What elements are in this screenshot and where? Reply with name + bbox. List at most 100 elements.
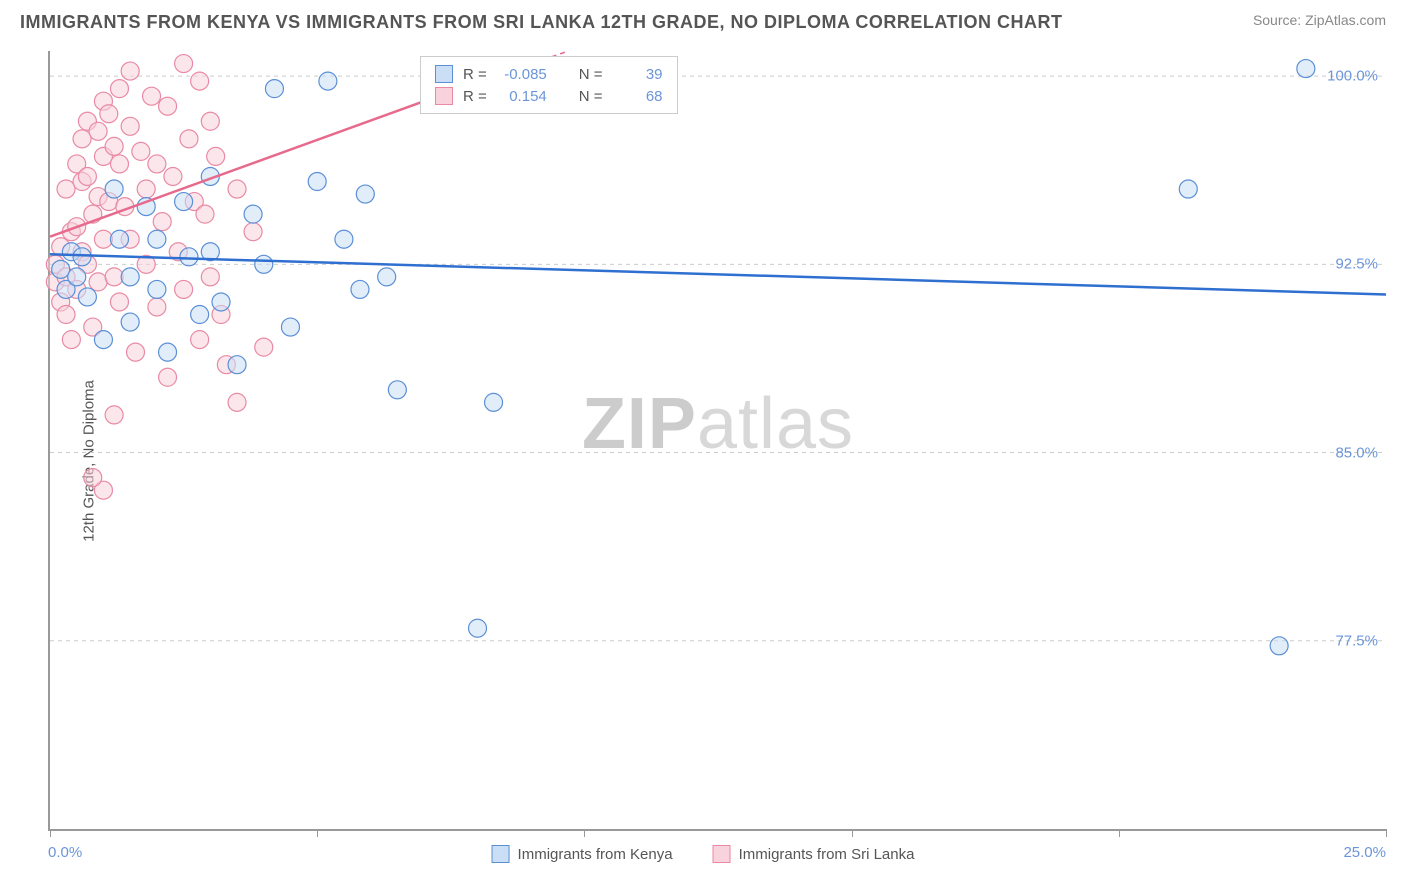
srilanka-point [137,180,155,198]
srilanka-point [62,331,80,349]
kenya-point [148,280,166,298]
kenya-swatch-icon [435,65,453,83]
kenya-point [388,381,406,399]
srilanka-n-value: 68 [613,88,663,105]
kenya-swatch-icon [492,845,510,863]
chart-title: IMMIGRANTS FROM KENYA VS IMMIGRANTS FROM… [20,12,1063,33]
kenya-point [351,280,369,298]
srilanka-point [84,469,102,487]
srilanka-point [164,167,182,185]
kenya-point [255,255,273,273]
n-label-2: N = [579,88,603,105]
x-tick [50,829,51,837]
srilanka-point [127,343,145,361]
kenya-point [228,356,246,374]
kenya-point [265,80,283,98]
bottom-legend: Immigrants from Kenya Immigrants from Sr… [492,845,915,863]
kenya-point [73,248,91,266]
srilanka-point [73,130,91,148]
legend-item-kenya: Immigrants from Kenya [492,845,673,863]
kenya-trend-line [50,254,1386,294]
srilanka-point [191,72,209,90]
srilanka-point [78,167,96,185]
srilanka-r-value: 0.154 [497,88,547,105]
srilanka-point [100,105,118,123]
kenya-point [319,72,337,90]
srilanka-point [175,280,193,298]
kenya-n-value: 39 [613,66,663,83]
y-tick-label: 77.5% [1335,632,1378,649]
srilanka-point [201,112,219,130]
x-axis-max-label: 25.0% [1343,844,1386,861]
kenya-point [335,230,353,248]
srilanka-point [121,62,139,80]
y-tick-label: 92.5% [1335,256,1378,273]
srilanka-point [110,80,128,98]
kenya-point [121,268,139,286]
stats-row-kenya: R = -0.085 N = 39 [435,63,663,85]
srilanka-point [89,273,107,291]
kenya-point [281,318,299,336]
srilanka-point [89,122,107,140]
x-tick [852,829,853,837]
chart-svg [50,51,1386,829]
kenya-point [110,230,128,248]
srilanka-point [228,180,246,198]
srilanka-point [57,180,75,198]
srilanka-point [110,155,128,173]
kenya-point [1270,637,1288,655]
srilanka-point [132,142,150,160]
legend-srilanka-label: Immigrants from Sri Lanka [739,846,915,863]
srilanka-swatch-icon [435,87,453,105]
kenya-r-value: -0.085 [497,66,547,83]
x-axis-min-label: 0.0% [48,844,82,861]
srilanka-point [94,230,112,248]
srilanka-point [175,55,193,73]
source-label: Source: ZipAtlas.com [1253,12,1386,28]
kenya-point [94,331,112,349]
y-tick-label: 100.0% [1327,68,1378,85]
kenya-point [78,288,96,306]
kenya-point [356,185,374,203]
n-label: N = [579,66,603,83]
srilanka-point [244,223,262,241]
srilanka-point [159,97,177,115]
srilanka-point [196,205,214,223]
srilanka-point [105,137,123,155]
kenya-point [191,306,209,324]
kenya-point [121,313,139,331]
kenya-point [244,205,262,223]
kenya-point [1297,60,1315,78]
srilanka-point [143,87,161,105]
srilanka-point [148,298,166,316]
kenya-point [52,260,70,278]
srilanka-point [57,306,75,324]
x-tick [1386,829,1387,837]
r-label-2: R = [463,88,487,105]
srilanka-point [153,213,171,231]
kenya-point [485,393,503,411]
srilanka-point [105,268,123,286]
kenya-point [180,248,198,266]
srilanka-point [105,406,123,424]
r-label: R = [463,66,487,83]
srilanka-point [159,368,177,386]
legend-kenya-label: Immigrants from Kenya [518,846,673,863]
plot-area: ZIPatlas R = -0.085 N = 39 R = 0.154 N =… [48,51,1386,831]
kenya-point [175,193,193,211]
kenya-point [378,268,396,286]
kenya-point [148,230,166,248]
srilanka-point [191,331,209,349]
stats-legend-box: R = -0.085 N = 39 R = 0.154 N = 68 [420,56,678,114]
srilanka-point [148,155,166,173]
srilanka-point [180,130,198,148]
kenya-point [68,268,86,286]
legend-item-srilanka: Immigrants from Sri Lanka [713,845,915,863]
kenya-point [105,180,123,198]
srilanka-point [110,293,128,311]
kenya-point [159,343,177,361]
kenya-point [212,293,230,311]
stats-row-srilanka: R = 0.154 N = 68 [435,85,663,107]
kenya-point [308,173,326,191]
y-tick-label: 85.0% [1335,444,1378,461]
